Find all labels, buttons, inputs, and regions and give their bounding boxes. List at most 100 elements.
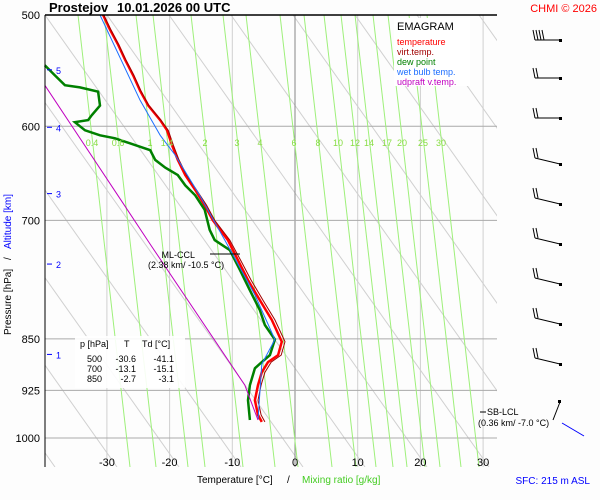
dry-adiabat — [45, 276, 180, 467]
mixing-ratio-line — [279, 15, 333, 467]
mixing-ratio-label: 1 — [147, 138, 152, 148]
chart-datetime: 10.01.2026 00 UTC — [117, 0, 231, 15]
mixing-ratio-line — [387, 15, 441, 467]
dry-adiabat — [230, 15, 497, 392]
wind-barb-feather — [532, 29, 536, 41]
lcl-label: SB-LCL — [487, 407, 519, 417]
altitude-tick-label: 3 — [56, 190, 61, 200]
series-line-wet-bulb-temp — [99, 14, 276, 421]
dry-adiabat — [45, 15, 366, 467]
series-line-virt-temp — [103, 14, 286, 423]
wind-barb-shaft — [534, 157, 561, 165]
y-axis-title: Pressure [hPa] / Altitude [km] — [3, 194, 14, 335]
legend-title: EMAGRAM — [397, 21, 454, 33]
surface-wind — [552, 400, 585, 437]
wind-barb-feather — [532, 187, 536, 199]
x-axis-label-2: Mixing ratio [g/kg] — [302, 475, 381, 486]
y-axis-separator: / — [3, 257, 14, 260]
lcl-value: (0.36 km/ -7.0 °C) — [478, 418, 549, 428]
mixing-ratio-label: 6 — [291, 138, 296, 148]
wind-barb-feather — [541, 29, 545, 41]
dry-adiabat — [541, 15, 600, 467]
x-tick-label: 10 — [352, 457, 364, 469]
wind-barb — [532, 107, 562, 120]
legend-entry: dew point — [397, 57, 436, 67]
y-axis-label-2: Altitude [km] — [3, 194, 14, 249]
altitude-tick-label: 1 — [56, 350, 61, 360]
wind-barb-shaft — [534, 277, 561, 285]
dry-adiabat — [45, 189, 242, 467]
mixing-ratio-line — [372, 15, 426, 467]
x-tick-label: 0 — [292, 457, 298, 469]
wind-barb-feather — [535, 67, 539, 79]
mixing-ratio-label: 25 — [418, 138, 428, 148]
table-cell: -15.1 — [153, 364, 174, 374]
mixing-ratio-label: 30 — [436, 138, 446, 148]
mixing-ratio-line — [426, 15, 480, 467]
table-header: T — [124, 339, 130, 349]
y-tick-label: 600 — [22, 121, 40, 133]
series-marks — [43, 14, 286, 423]
dry-adiabat — [106, 15, 428, 467]
wind-barb — [532, 29, 562, 42]
wind-barb — [532, 267, 562, 286]
wind-barb — [532, 307, 562, 326]
y-tick-label: 500 — [22, 10, 40, 22]
wind-barb-feather — [535, 187, 539, 199]
wind-barb-station — [559, 283, 562, 286]
wind-barb — [532, 67, 562, 80]
mixing-ratio-label: 8 — [315, 138, 320, 148]
wind-barb-shaft — [552, 401, 561, 421]
x-tick-label: -30 — [99, 457, 115, 469]
mixing-ratio-line — [77, 15, 131, 467]
wind-barb-feather — [532, 67, 536, 79]
wind-barb-shaft — [534, 237, 561, 245]
wind-barb-shaft — [534, 357, 561, 365]
y-tick-label: 925 — [22, 385, 40, 397]
table-header: Td [°C] — [142, 339, 170, 349]
x-axis-label: Temperature [°C] — [197, 475, 273, 486]
dry-adiabat — [354, 15, 497, 217]
wind-barb-feather — [532, 147, 536, 159]
dry-adiabat — [478, 15, 497, 42]
wind-barb-feather — [538, 29, 542, 41]
wind-barb-feather — [535, 147, 539, 159]
legend-box — [394, 18, 470, 86]
table-header: p [hPa] — [80, 339, 109, 349]
wind-barb-station — [559, 203, 562, 206]
grid — [45, 15, 600, 467]
legend-entry: temperature — [397, 37, 446, 47]
wind-barb-feather — [535, 107, 539, 119]
table-cell: -30.6 — [115, 354, 136, 364]
wind-barb-feather — [532, 347, 536, 359]
wind-barb-feather — [535, 227, 539, 239]
mixing-ratio-label: 0.4 — [86, 138, 99, 148]
wind-barb — [532, 347, 562, 366]
wind-barb-station — [559, 163, 562, 166]
surface-wind-arrow — [561, 422, 585, 437]
surface-info: SFC: 215 m ASL — [516, 476, 591, 487]
wind-barb-station — [559, 117, 562, 120]
mixing-ratio-line — [408, 15, 462, 467]
table-cell: -3.1 — [158, 374, 174, 384]
series-line-udpraft-v-temp — [44, 84, 259, 421]
mixing-ratio-line — [135, 15, 189, 467]
dry-adiabat — [168, 15, 490, 467]
x-tick-label: -10 — [224, 457, 240, 469]
mixing-ratio-label: 2 — [202, 138, 207, 148]
wind-barb-station — [559, 323, 562, 326]
wind-barb-feather — [535, 347, 539, 359]
y-tick-label: 850 — [22, 334, 40, 346]
table-cell: 500 — [87, 354, 102, 364]
wind-barb — [532, 227, 562, 246]
mixing-ratio-label: 4 — [257, 138, 262, 148]
y-axis-label: Pressure [hPa] — [3, 269, 14, 335]
table-cell: 850 — [87, 374, 102, 384]
mixing-ratio-label: 10 — [333, 138, 343, 148]
x-tick-label: 30 — [477, 457, 489, 469]
mixing-ratio-line — [340, 15, 394, 467]
mixing-ratio-line — [103, 15, 157, 467]
mixing-ratio-line — [354, 15, 408, 467]
mixing-ratio-label: 17 — [382, 138, 392, 148]
